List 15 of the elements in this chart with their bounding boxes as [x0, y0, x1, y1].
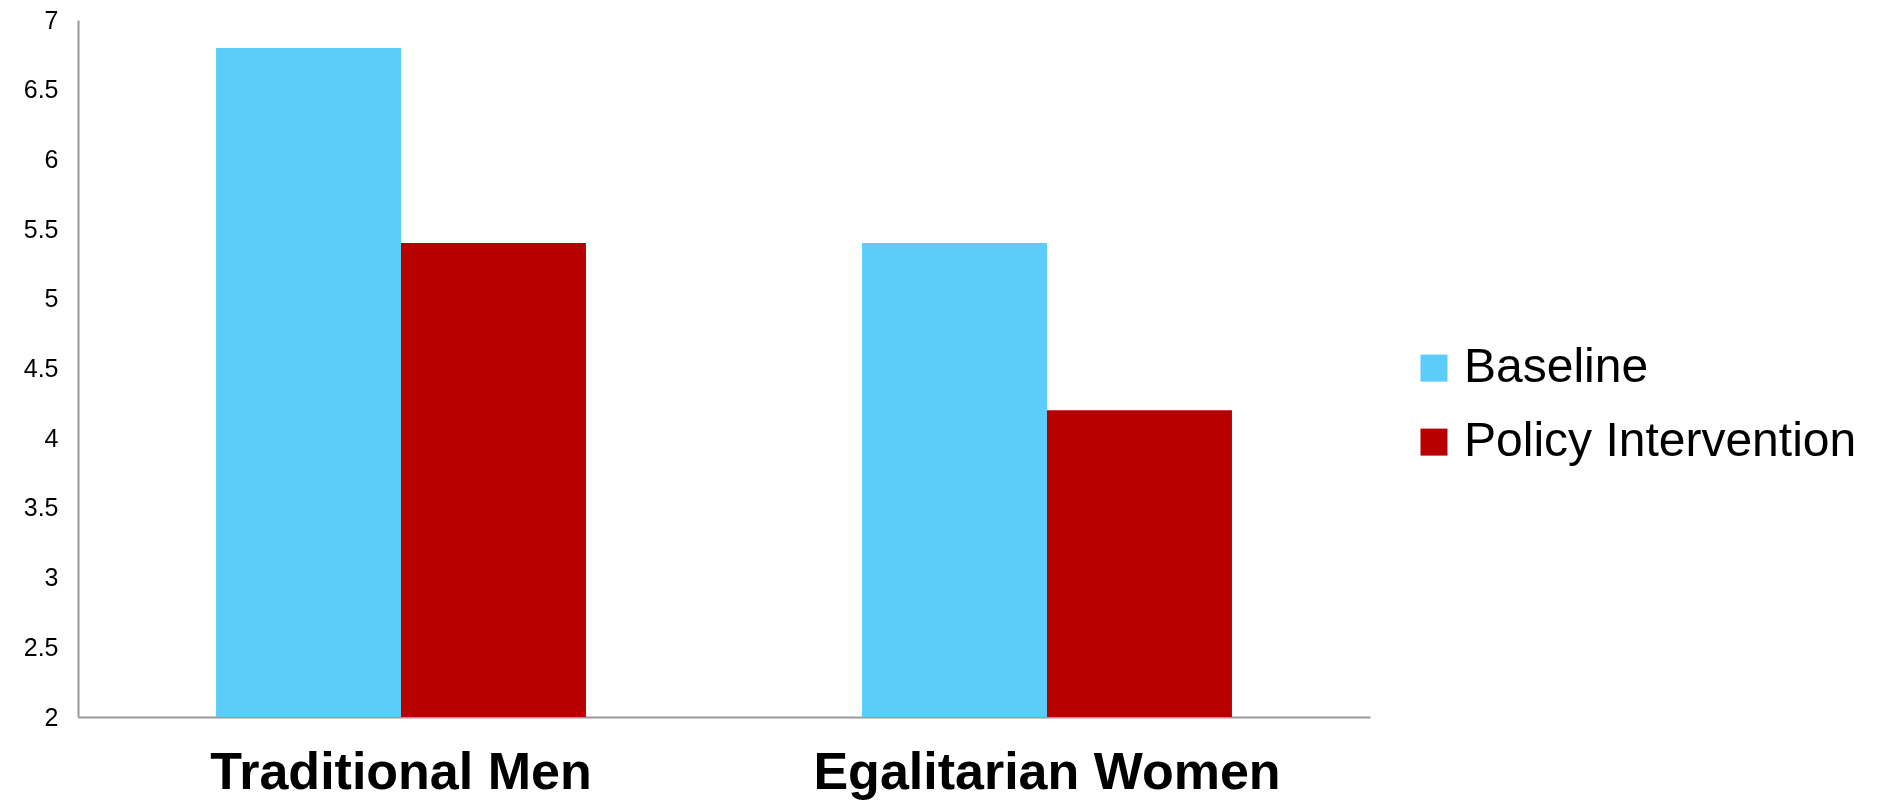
x-tick-label: Egalitarian Women: [813, 741, 1281, 800]
y-tick-label: 3: [44, 563, 59, 592]
y-tick-label: 6: [44, 144, 59, 173]
y-tick-label: 4: [44, 423, 59, 452]
y-tick-label: 5.5: [23, 214, 59, 243]
y-tick-label: 2: [44, 702, 59, 731]
y-tick-label: 6.5: [23, 75, 59, 104]
y-tick-label: 5: [44, 284, 59, 313]
y-tick-label: 7: [44, 5, 59, 34]
y-tick-label: 3.5: [23, 493, 59, 522]
legend-label: Policy Intervention: [1464, 413, 1857, 467]
y-tick-label: 4.5: [23, 354, 59, 382]
x-tick-label: Traditional Men: [210, 741, 592, 800]
legend-label: Baseline: [1464, 339, 1649, 393]
y-tick-label: 2.5: [23, 632, 59, 661]
